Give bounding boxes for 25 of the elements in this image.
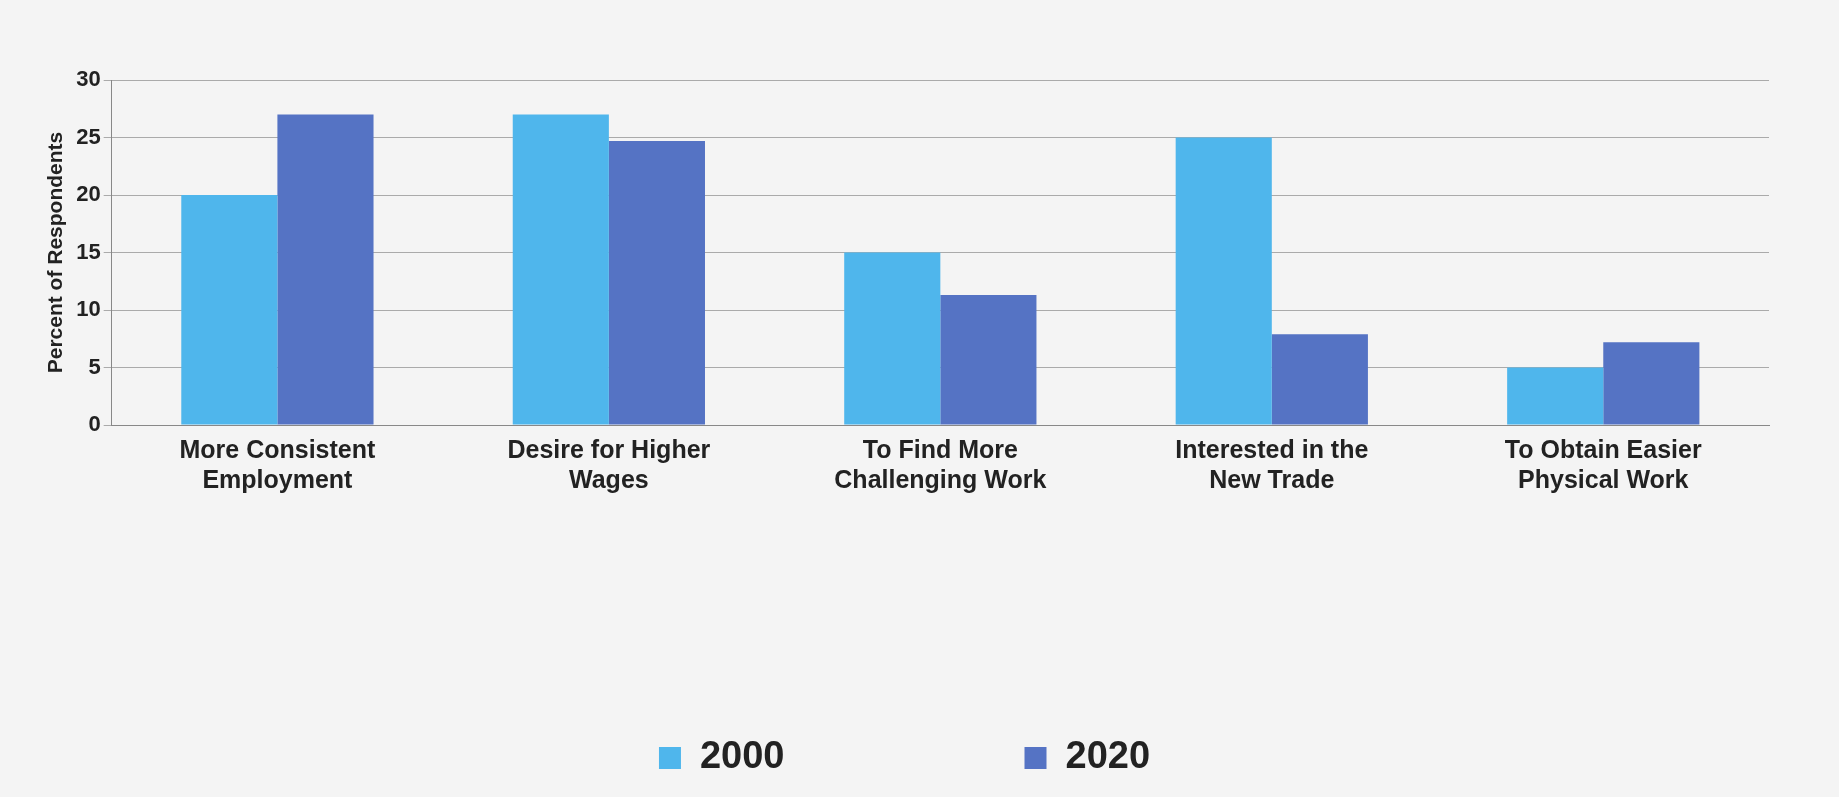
x-tick-label: Interested in the New Trade — [1175, 434, 1369, 493]
y-tick-label: 15 — [76, 238, 101, 264]
y-tick-label: 5 — [88, 353, 101, 379]
bar — [940, 295, 1037, 425]
x-tick-label: To Obtain Easier Physical Work — [1504, 434, 1702, 493]
legend-label: 2020 — [1065, 734, 1151, 777]
bar — [1271, 334, 1368, 425]
bar — [181, 195, 278, 425]
bar — [844, 252, 941, 425]
legend-label: 2000 — [699, 734, 785, 777]
y-tick-label: 30 — [76, 66, 101, 92]
y-tick-label: 20 — [76, 181, 101, 207]
x-tick-label: To Find More Challenging Work — [834, 434, 1047, 493]
bar — [277, 114, 374, 425]
bar — [1507, 367, 1604, 425]
x-tick-label: Desire for Higher Wages — [507, 434, 711, 493]
y-tick-label: 10 — [76, 296, 101, 322]
x-tick-label: More Consistent Employment — [179, 434, 376, 493]
bar — [608, 140, 705, 425]
bar — [512, 114, 609, 425]
bar — [1175, 137, 1272, 425]
bar — [1603, 342, 1700, 425]
y-tick-label: 0 — [88, 411, 101, 437]
y-tick-label: 25 — [76, 123, 101, 149]
y-axis-title: Percent of Respondents — [43, 131, 67, 374]
